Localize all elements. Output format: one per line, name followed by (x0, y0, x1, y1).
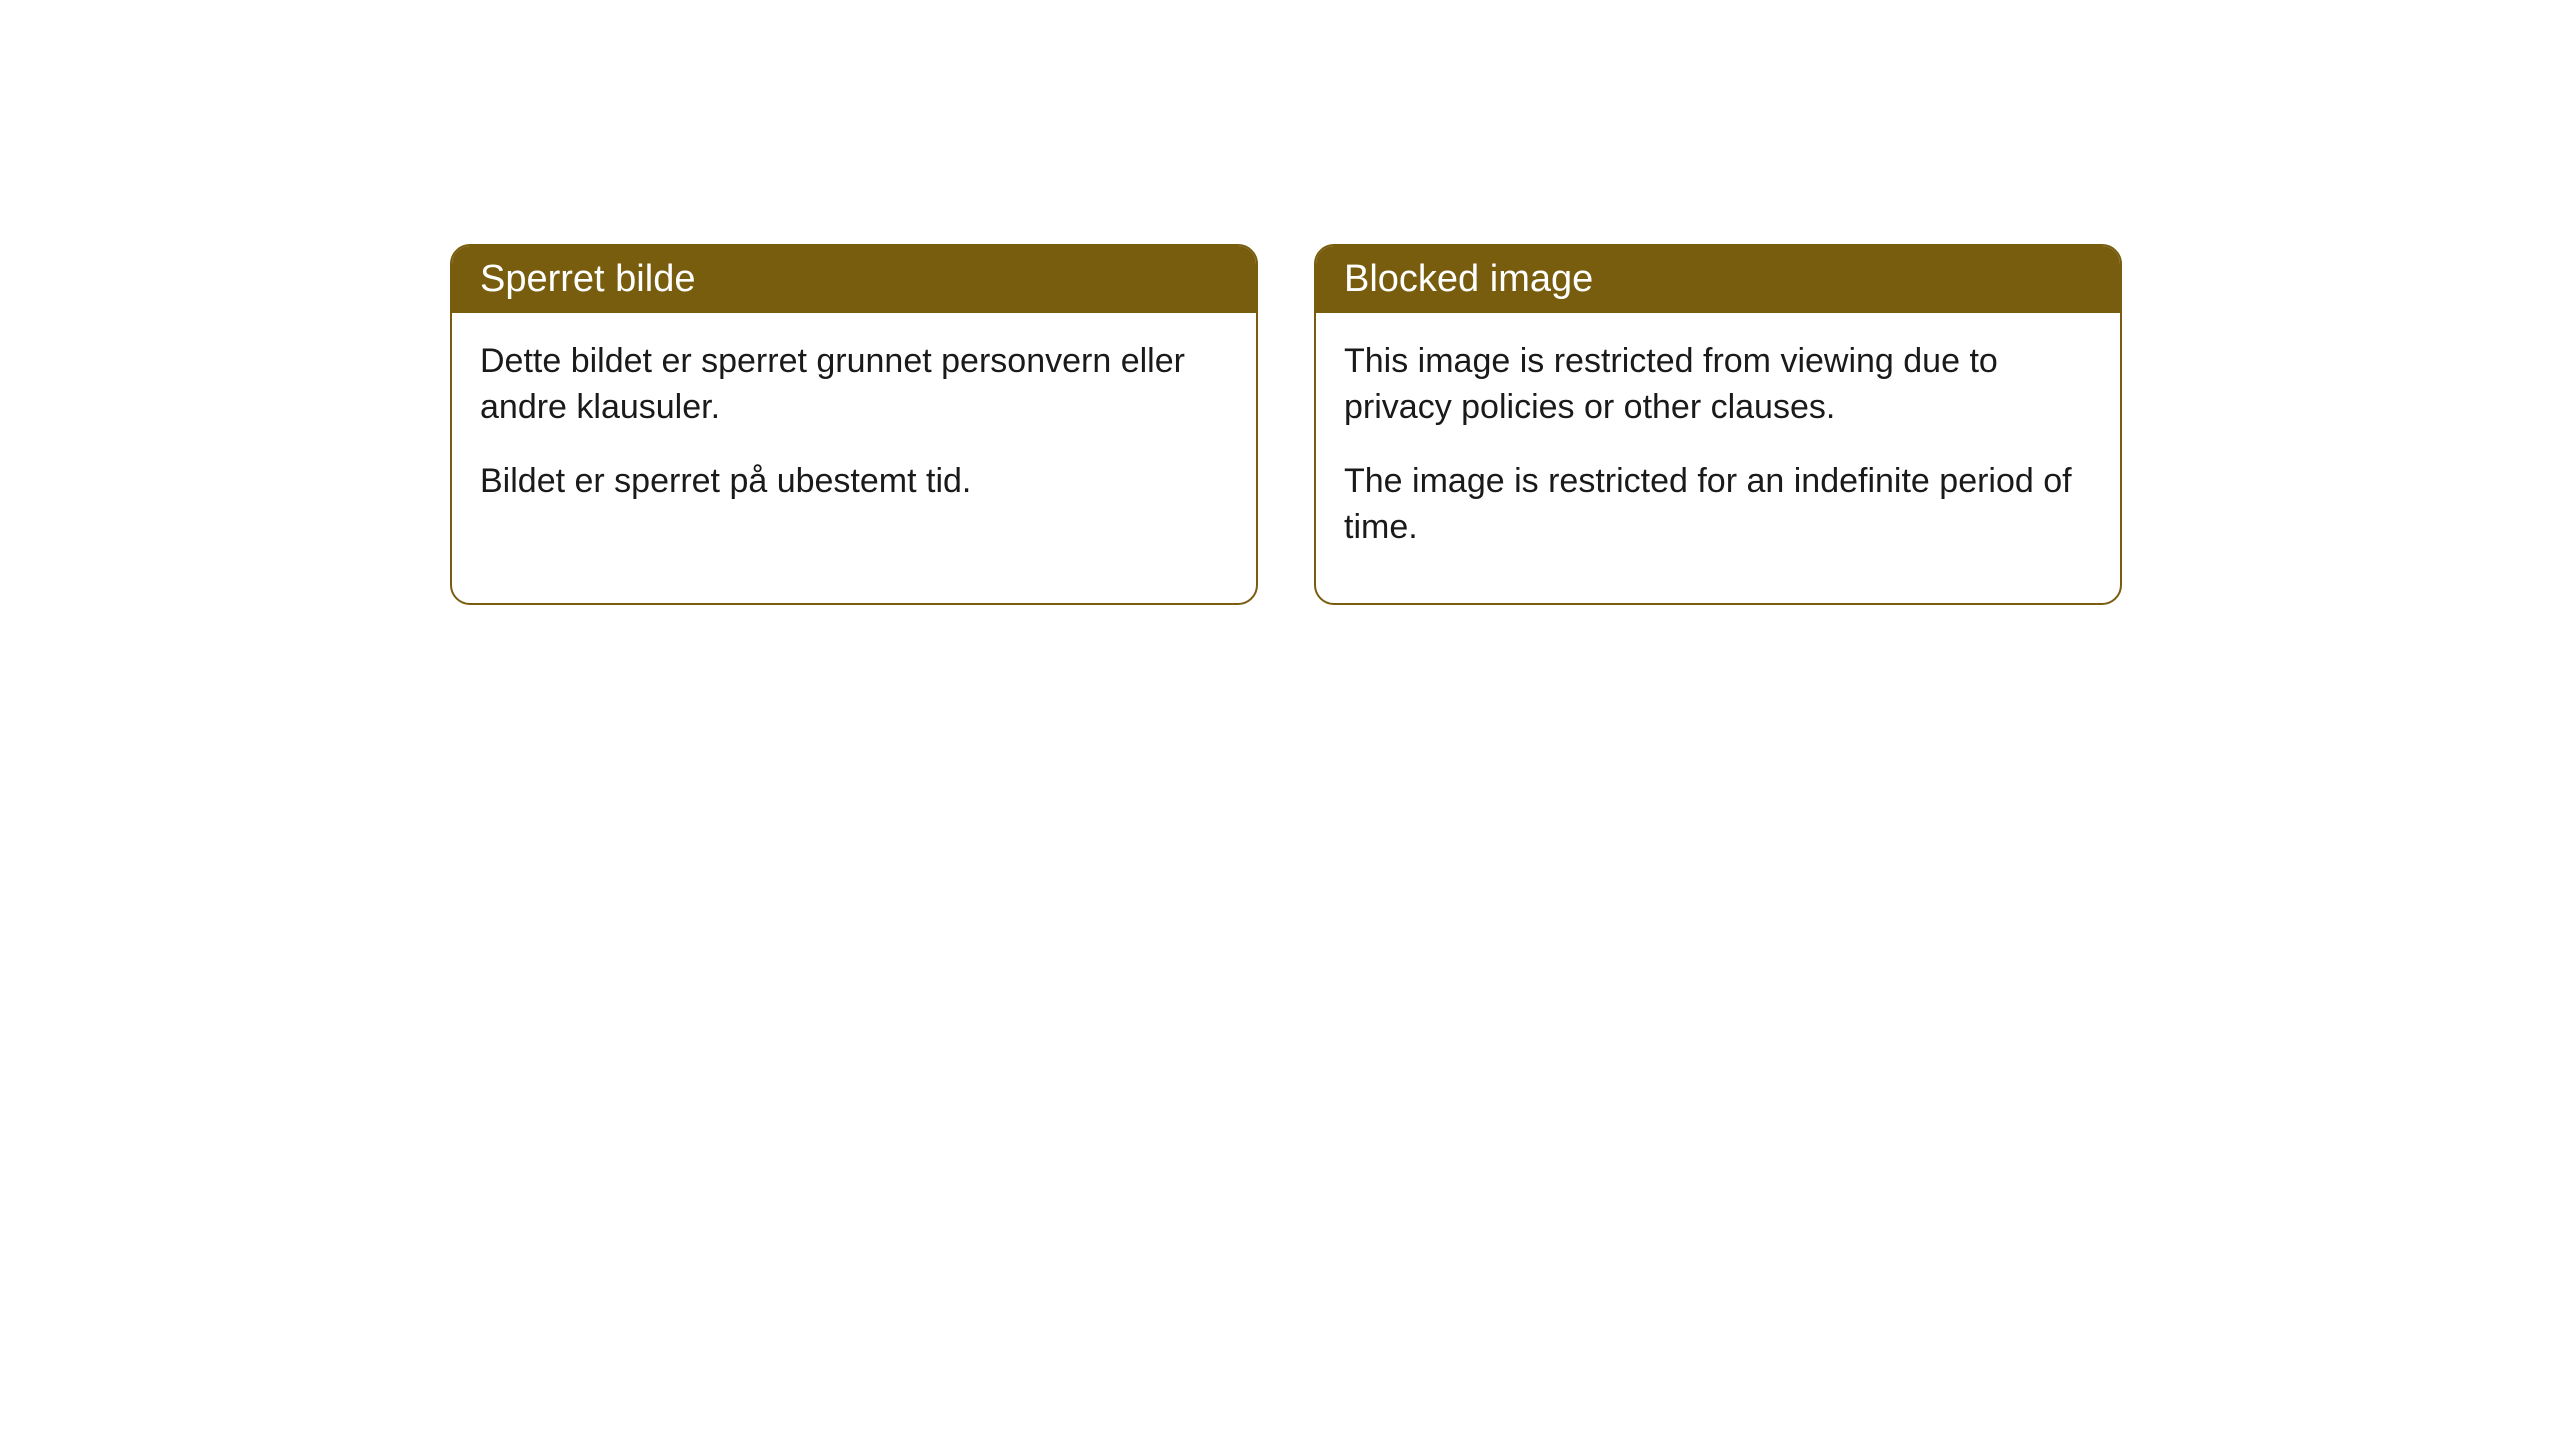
cards-container: Sperret bilde Dette bildet er sperret gr… (450, 244, 2560, 605)
card-body: This image is restricted from viewing du… (1316, 313, 2120, 603)
card-paragraph: Dette bildet er sperret grunnet personve… (480, 339, 1228, 431)
blocked-image-card-norwegian: Sperret bilde Dette bildet er sperret gr… (450, 244, 1258, 605)
card-title: Blocked image (1344, 258, 1593, 300)
card-body: Dette bildet er sperret grunnet personve… (452, 313, 1256, 557)
blocked-image-card-english: Blocked image This image is restricted f… (1314, 244, 2122, 605)
card-title: Sperret bilde (480, 258, 695, 300)
card-paragraph: Bildet er sperret på ubestemt tid. (480, 459, 1228, 505)
card-header: Blocked image (1316, 246, 2120, 313)
card-paragraph: This image is restricted from viewing du… (1344, 339, 2092, 431)
card-paragraph: The image is restricted for an indefinit… (1344, 459, 2092, 551)
card-header: Sperret bilde (452, 246, 1256, 313)
